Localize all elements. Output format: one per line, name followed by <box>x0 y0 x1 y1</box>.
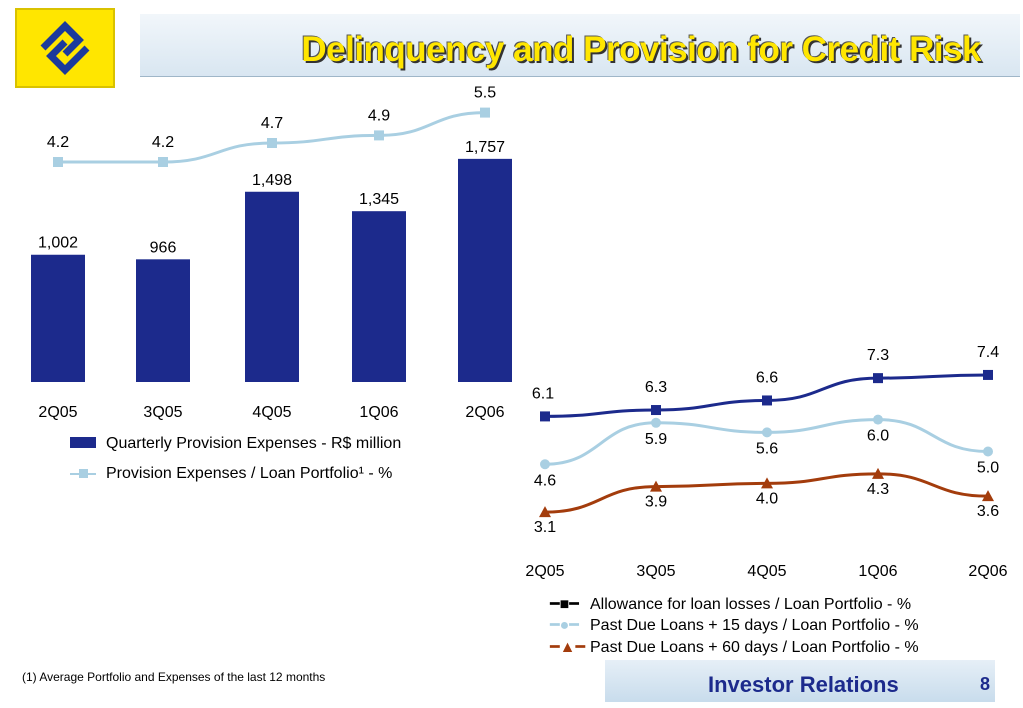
circle-marker <box>540 459 550 470</box>
footer-brand: Investor Relations <box>708 672 899 697</box>
point-label: 4.0 <box>756 490 778 507</box>
line-label: 4.9 <box>368 107 390 124</box>
legend-label: Past Due Loans + 60 days / Loan Portfoli… <box>590 639 919 656</box>
triangle-marker <box>539 506 551 518</box>
point-label: 3.1 <box>534 519 556 536</box>
square-marker <box>873 373 883 384</box>
legend-swatch: ━●━ <box>550 617 579 634</box>
x-tick-label: 4Q05 <box>252 404 291 421</box>
x-tick-label: 2Q06 <box>968 563 1007 580</box>
bar <box>352 211 406 382</box>
legend-label: Past Due Loans + 15 days / Loan Portfoli… <box>590 617 919 634</box>
x-tick-label: 4Q05 <box>747 563 786 580</box>
x-tick-label: 3Q05 <box>636 563 675 580</box>
legend-label: Provision Expenses / Loan Portfolio¹ - % <box>106 465 393 482</box>
bar-label: 1,002 <box>38 235 78 252</box>
legend-swatch: ━▲━ <box>550 639 586 656</box>
bar-label: 1,345 <box>359 191 399 208</box>
x-tick-label: 2Q05 <box>525 563 564 580</box>
point-label: 6.3 <box>645 379 667 396</box>
square-marker <box>762 395 772 406</box>
legend-swatch: ━■━ <box>550 596 579 613</box>
page-title: Delinquency and Provision for Credit Ris… <box>301 30 981 69</box>
point-label: 7.4 <box>977 344 999 361</box>
triangle-marker <box>761 477 773 489</box>
bar <box>136 259 190 382</box>
triangle-marker <box>982 490 994 502</box>
point-label: 3.6 <box>977 503 999 520</box>
bar <box>245 191 299 382</box>
line-label: 4.7 <box>261 115 283 132</box>
header-banner <box>140 14 1020 76</box>
legend-item-past15: ━●━ Past Due Loans + 15 days / Loan Portf… <box>550 615 919 635</box>
legend-label: Allowance for loan losses / Loan Portfol… <box>590 596 912 613</box>
legend-swatch <box>70 437 96 448</box>
footnote: (1) Average Portfolio and Expenses of th… <box>22 670 326 684</box>
line-marker <box>480 107 490 118</box>
line-marker <box>53 157 63 167</box>
bank-logo <box>15 8 115 88</box>
triangle-marker <box>650 480 662 492</box>
bar <box>31 254 85 382</box>
page-number: 8 <box>980 674 991 694</box>
x-tick-label: 1Q06 <box>359 404 398 421</box>
square-marker <box>540 411 550 422</box>
footer-banner <box>605 660 995 702</box>
line-marker <box>374 130 384 141</box>
legend-label: Quarterly Provision Expenses - R$ millio… <box>106 435 402 452</box>
legend-swatch <box>70 468 96 478</box>
point-label: 4.6 <box>534 472 556 489</box>
circle-marker <box>983 446 993 457</box>
point-label: 7.3 <box>867 347 889 364</box>
line-marker <box>158 157 168 167</box>
x-tick-label: 2Q05 <box>38 404 77 421</box>
header-divider <box>140 76 1020 77</box>
point-label: 6.0 <box>867 428 889 445</box>
point-label: 5.0 <box>977 460 999 477</box>
circle-marker <box>762 427 772 438</box>
square-marker <box>983 369 993 380</box>
legend-item-bars: Quarterly Provision Expenses - R$ millio… <box>70 435 401 453</box>
square-marker <box>651 405 661 416</box>
point-label: 5.6 <box>756 440 778 457</box>
x-tick-label: 3Q05 <box>143 404 182 421</box>
legend-item-line: Provision Expenses / Loan Portfolio¹ - % <box>70 465 392 483</box>
bar-label: 1,757 <box>465 139 505 156</box>
bar <box>458 158 512 382</box>
legend-item-past60: ━▲━ Past Due Loans + 60 days / Loan Portf… <box>550 637 919 657</box>
bar-label: 1,498 <box>252 172 292 189</box>
point-label: 6.1 <box>532 385 554 402</box>
line-label: 4.2 <box>47 134 69 151</box>
legend-item-allowance: ━■━ Allowance for loan losses / Loan Port… <box>550 594 911 614</box>
line-marker <box>267 138 277 148</box>
point-label: 3.9 <box>645 494 667 511</box>
circle-marker <box>873 414 883 425</box>
circle-marker <box>651 417 661 428</box>
line-label: 4.2 <box>152 134 174 151</box>
x-tick-label: 2Q06 <box>465 404 504 421</box>
point-label: 6.6 <box>756 369 778 386</box>
x-tick-label: 1Q06 <box>858 563 897 580</box>
triangle-marker <box>872 467 884 479</box>
point-label: 4.3 <box>867 481 889 498</box>
point-label: 5.9 <box>645 431 667 448</box>
bar-label: 966 <box>150 239 177 256</box>
line-label: 5.5 <box>474 85 496 102</box>
